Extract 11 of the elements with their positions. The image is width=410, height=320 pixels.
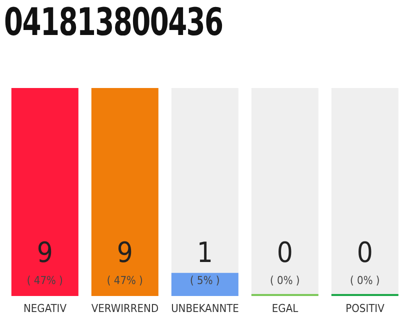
x-tick-label: POSITIV — [346, 302, 385, 315]
x-tick-label: VERWIRREND — [91, 302, 159, 315]
data-label: 0 ( 0% ) — [270, 236, 300, 287]
x-tick-label: NEGATIV — [24, 302, 67, 315]
x-tick-label: UNBEKANNTE — [171, 302, 239, 315]
chart-title: 041813800436 — [4, 0, 223, 44]
x-tick-label: EGAL — [272, 302, 299, 315]
data-label: 1 ( 5% ) — [190, 236, 220, 287]
data-label: 9 ( 47% ) — [26, 236, 64, 287]
data-label: 9 ( 47% ) — [106, 236, 144, 287]
data-label: 0 ( 0% ) — [350, 236, 380, 287]
